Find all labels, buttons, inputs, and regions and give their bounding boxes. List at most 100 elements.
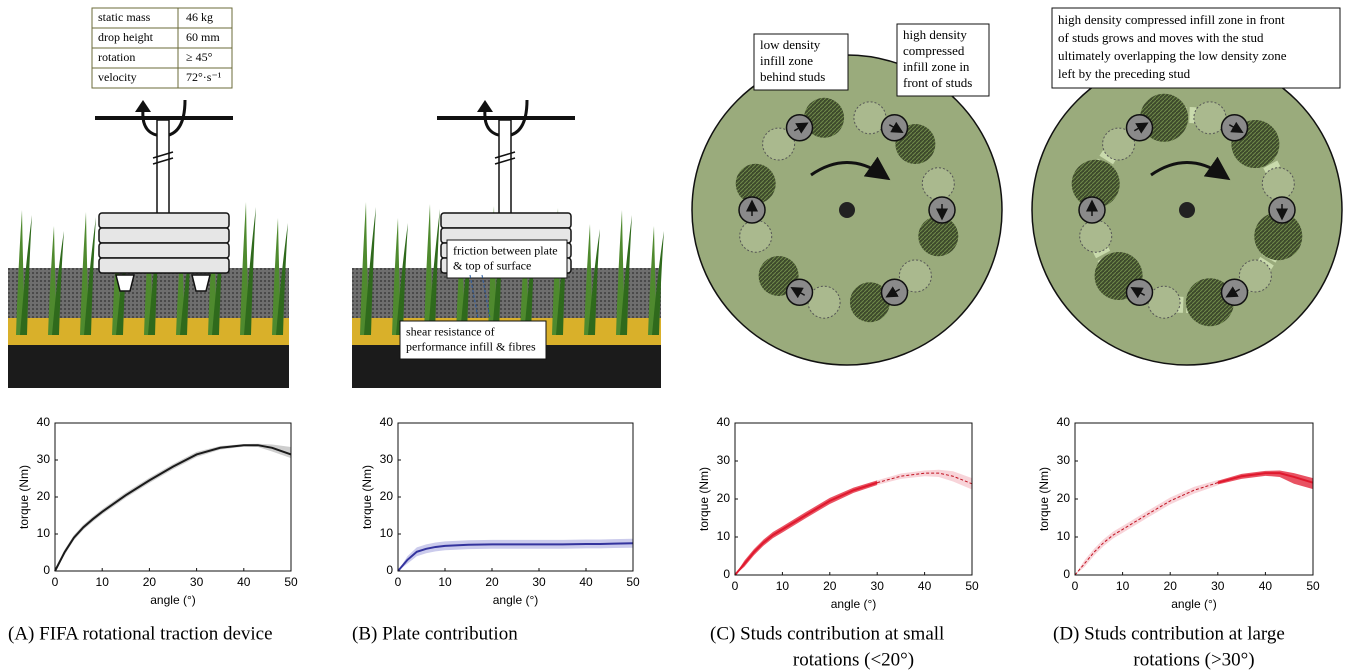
y-tick-label: 30 xyxy=(380,452,394,466)
y-axis-label: torque (Nm) xyxy=(17,465,31,529)
y-tick-label: 0 xyxy=(723,567,730,581)
label-text: infill zone xyxy=(760,53,813,68)
y-tick-label: 30 xyxy=(37,452,51,466)
label-text: low density xyxy=(760,37,821,52)
y-axis-label: torque (Nm) xyxy=(1037,467,1051,531)
x-axis-label: angle (°) xyxy=(493,593,539,607)
table-cell: drop height xyxy=(98,30,154,44)
y-tick-label: 20 xyxy=(1057,491,1071,505)
low-density-zone xyxy=(922,168,954,200)
shaft xyxy=(499,120,511,214)
table-cell: 60 mm xyxy=(186,30,220,44)
stud xyxy=(192,275,210,291)
x-tick-label: 20 xyxy=(143,575,157,589)
x-axis-label: angle (°) xyxy=(150,593,196,607)
y-tick-label: 30 xyxy=(1057,453,1071,467)
y-tick-label: 0 xyxy=(43,563,50,577)
error-band xyxy=(1075,480,1218,575)
caption: (C) Studs contribution at small xyxy=(710,623,944,644)
label-text: of studs grows and moves with the stud xyxy=(1058,30,1264,45)
x-tick-label: 20 xyxy=(1164,579,1178,593)
label-text: behind studs xyxy=(760,69,825,84)
stud xyxy=(116,275,134,291)
weight-plate xyxy=(99,243,229,258)
weight-plate xyxy=(99,228,229,243)
label-text: performance infill & fibres xyxy=(406,339,536,353)
x-tick-label: 30 xyxy=(871,579,885,593)
x-tick-label: 50 xyxy=(284,575,298,589)
table-cell: 46 kg xyxy=(186,10,213,24)
y-tick-label: 10 xyxy=(380,526,394,540)
x-tick-label: 0 xyxy=(52,575,59,589)
x-tick-label: 0 xyxy=(732,579,739,593)
base-layer xyxy=(8,345,289,388)
label-text: infill zone in xyxy=(903,59,970,74)
plot-frame xyxy=(1075,423,1313,575)
y-tick-label: 10 xyxy=(1057,529,1071,543)
label-text: left by the preceding stud xyxy=(1058,66,1191,81)
y-tick-label: 20 xyxy=(717,491,731,505)
error-band xyxy=(877,470,972,490)
label-text: compressed xyxy=(903,43,965,58)
rotation-arrow-head xyxy=(477,100,493,112)
error-band xyxy=(735,480,877,575)
table-cell: static mass xyxy=(98,10,151,24)
y-tick-label: 40 xyxy=(380,415,394,429)
x-tick-label: 30 xyxy=(532,575,546,589)
x-tick-label: 10 xyxy=(776,579,790,593)
label-text: high density xyxy=(903,27,967,42)
figure: static mass 46 kg drop height 60 mm rotation… xyxy=(0,0,1347,671)
weight-plate xyxy=(99,213,229,228)
label-text: front of studs xyxy=(903,75,972,90)
shaft xyxy=(157,120,169,214)
x-tick-label: 0 xyxy=(395,575,402,589)
y-tick-label: 40 xyxy=(37,415,51,429)
plot-frame xyxy=(735,423,972,575)
torque-line xyxy=(735,483,877,575)
low-density-zone xyxy=(1262,168,1294,200)
label-text: shear resistance of xyxy=(406,324,495,338)
y-tick-label: 40 xyxy=(717,415,731,429)
caption: rotations (<20°) xyxy=(793,649,914,670)
x-tick-label: 50 xyxy=(1306,579,1320,593)
y-axis-label: torque (Nm) xyxy=(697,467,711,531)
x-tick-label: 10 xyxy=(438,575,452,589)
table-cell: rotation xyxy=(98,50,135,64)
x-tick-label: 40 xyxy=(1259,579,1273,593)
x-axis-label: angle (°) xyxy=(1171,597,1217,611)
y-tick-label: 10 xyxy=(37,526,51,540)
low-density-zone xyxy=(740,220,772,252)
center-axis xyxy=(1179,202,1195,218)
y-tick-label: 0 xyxy=(386,563,393,577)
y-tick-label: 30 xyxy=(717,453,731,467)
label-text: ultimately overlapping the low density z… xyxy=(1058,48,1287,63)
error-band xyxy=(55,444,291,571)
torque-line xyxy=(1075,483,1218,575)
x-tick-label: 0 xyxy=(1072,579,1079,593)
weight-plate xyxy=(99,258,229,273)
x-axis-label: angle (°) xyxy=(831,597,877,611)
x-tick-label: 20 xyxy=(823,579,837,593)
y-tick-label: 40 xyxy=(1057,415,1071,429)
y-tick-label: 20 xyxy=(37,489,51,503)
x-tick-label: 40 xyxy=(237,575,251,589)
caption: rotations (>30°) xyxy=(1133,649,1254,670)
label-text: high density compressed infill zone in f… xyxy=(1058,12,1285,27)
y-tick-label: 0 xyxy=(1063,567,1070,581)
y-tick-label: 10 xyxy=(717,529,731,543)
table-cell: 72°·s⁻¹ xyxy=(186,70,222,84)
y-tick-label: 20 xyxy=(380,489,394,503)
x-tick-label: 40 xyxy=(918,579,932,593)
low-density-zone xyxy=(1080,220,1112,252)
x-tick-label: 50 xyxy=(965,579,979,593)
x-tick-label: 30 xyxy=(1211,579,1225,593)
x-tick-label: 50 xyxy=(626,575,640,589)
weight-plate xyxy=(441,213,571,228)
caption: (A) FIFA rotational traction device xyxy=(8,623,273,644)
x-tick-label: 30 xyxy=(190,575,204,589)
table-cell: velocity xyxy=(98,70,137,84)
rotation-arrow-head xyxy=(135,100,151,112)
x-tick-label: 40 xyxy=(579,575,593,589)
caption: (B) Plate contribution xyxy=(352,623,518,644)
x-tick-label: 10 xyxy=(1116,579,1130,593)
